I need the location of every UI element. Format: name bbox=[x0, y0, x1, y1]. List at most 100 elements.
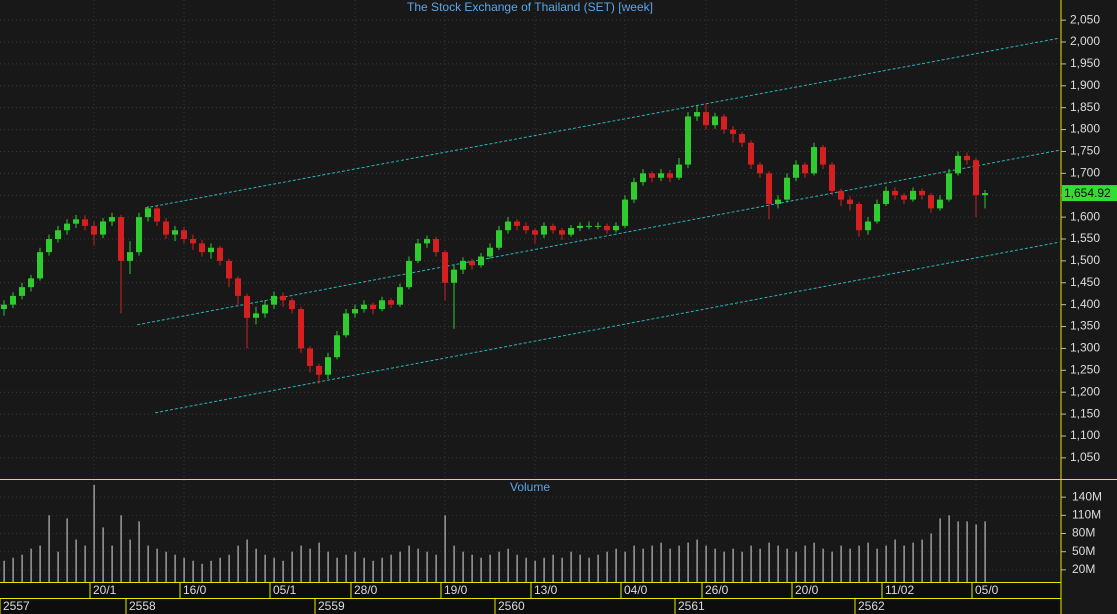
candle-body bbox=[586, 225, 592, 227]
volume-bar bbox=[597, 554, 599, 582]
candle-body bbox=[244, 295, 250, 318]
volume-bar bbox=[435, 554, 437, 582]
candle-body bbox=[559, 230, 565, 235]
volume-bar bbox=[831, 551, 833, 582]
volume-bar bbox=[885, 545, 887, 582]
candle-body bbox=[901, 195, 907, 200]
candle-body bbox=[523, 225, 529, 231]
y-tick-label: 1,100 bbox=[1070, 428, 1100, 442]
candle-body bbox=[190, 239, 196, 244]
candle-body bbox=[928, 195, 934, 209]
candle-body bbox=[820, 147, 826, 165]
volume-bar bbox=[264, 554, 266, 582]
volume-bar bbox=[543, 557, 545, 582]
y-tick-label: 1,600 bbox=[1070, 209, 1100, 223]
volume-bar bbox=[813, 542, 815, 582]
trend-line bbox=[137, 149, 1060, 326]
y-tick-label: 2,050 bbox=[1070, 12, 1100, 26]
volume-bar bbox=[822, 548, 824, 582]
x-tick-label: 19/0 bbox=[444, 583, 468, 597]
candle-body bbox=[145, 208, 151, 218]
y-tick-label: 20M bbox=[1072, 562, 1095, 576]
volume-bar bbox=[975, 524, 977, 582]
volume-bar bbox=[588, 557, 590, 582]
y-tick-label: 110M bbox=[1072, 508, 1101, 522]
candle-body bbox=[964, 155, 970, 161]
volume-bar bbox=[129, 539, 131, 582]
candle-body bbox=[487, 247, 493, 257]
year-label: 2558 bbox=[129, 599, 156, 613]
candle-body bbox=[28, 278, 34, 288]
volume-bar bbox=[147, 545, 149, 582]
candle-body bbox=[154, 208, 160, 222]
volume-bar bbox=[3, 560, 5, 582]
volume-bar bbox=[444, 515, 446, 582]
candle-body bbox=[577, 225, 583, 229]
candle-body bbox=[631, 182, 637, 200]
volume-bar bbox=[948, 515, 950, 582]
candle-body bbox=[793, 164, 799, 178]
candle-body bbox=[937, 199, 943, 209]
y-tick-label: 1,750 bbox=[1070, 144, 1100, 158]
volume-bar bbox=[354, 551, 356, 582]
candle-body bbox=[64, 223, 70, 231]
volume-bar bbox=[219, 557, 221, 582]
volume-bar bbox=[561, 557, 563, 582]
candle-body bbox=[676, 164, 682, 178]
candle-body bbox=[838, 190, 844, 200]
candle-body bbox=[442, 252, 448, 283]
volume-bar bbox=[624, 551, 626, 582]
volume-bar bbox=[912, 542, 914, 582]
volume-bar bbox=[156, 548, 158, 582]
volume-bar bbox=[867, 542, 869, 582]
volume-bar bbox=[48, 515, 50, 582]
volume-bar bbox=[768, 542, 770, 582]
candle-body bbox=[208, 247, 214, 253]
candle-body bbox=[874, 203, 880, 222]
candle-body bbox=[685, 116, 691, 165]
trend-line bbox=[145, 37, 1060, 209]
candle-body bbox=[46, 239, 52, 253]
candle-body bbox=[910, 190, 916, 200]
candle-body bbox=[415, 243, 421, 261]
candle-body bbox=[10, 295, 16, 305]
y-tick-label: 50M bbox=[1072, 544, 1095, 558]
volume-bar bbox=[93, 485, 95, 582]
volume-bar bbox=[606, 551, 608, 582]
candle-body bbox=[361, 304, 367, 310]
volume-bar bbox=[246, 539, 248, 582]
volume-bar bbox=[309, 548, 311, 582]
candle-body bbox=[280, 295, 286, 301]
candle-body bbox=[748, 142, 754, 165]
candle-body bbox=[496, 230, 502, 248]
candle-body bbox=[343, 313, 349, 336]
volume-bar bbox=[498, 551, 500, 582]
candle-body bbox=[100, 221, 106, 235]
candle-body bbox=[802, 164, 808, 174]
candle-body bbox=[955, 155, 961, 174]
volume-bar bbox=[345, 554, 347, 582]
volume-bar bbox=[570, 551, 572, 582]
y-tick-label: 1,400 bbox=[1070, 297, 1100, 311]
volume-bar bbox=[921, 539, 923, 582]
candle-body bbox=[640, 173, 646, 183]
volume-bar bbox=[579, 554, 581, 582]
candle-body bbox=[181, 230, 187, 239]
x-tick-label: 20/0 bbox=[795, 583, 819, 597]
volume-bar bbox=[795, 551, 797, 582]
y-tick-label: 1,700 bbox=[1070, 166, 1100, 180]
volume-bar bbox=[120, 515, 122, 582]
candle-body bbox=[514, 221, 520, 226]
volume-bar bbox=[939, 518, 941, 582]
volume-bar bbox=[75, 539, 77, 582]
volume-bar bbox=[651, 545, 653, 582]
y-tick-label: 1,150 bbox=[1070, 406, 1100, 420]
volume-bar bbox=[705, 545, 707, 582]
trend-line bbox=[155, 241, 1060, 414]
volume-bar bbox=[273, 557, 275, 582]
candle-body bbox=[712, 116, 718, 126]
y-tick-label: 1,300 bbox=[1070, 341, 1100, 355]
volume-bar bbox=[552, 554, 554, 582]
volume-bar bbox=[426, 551, 428, 582]
volume-bar bbox=[111, 545, 113, 582]
